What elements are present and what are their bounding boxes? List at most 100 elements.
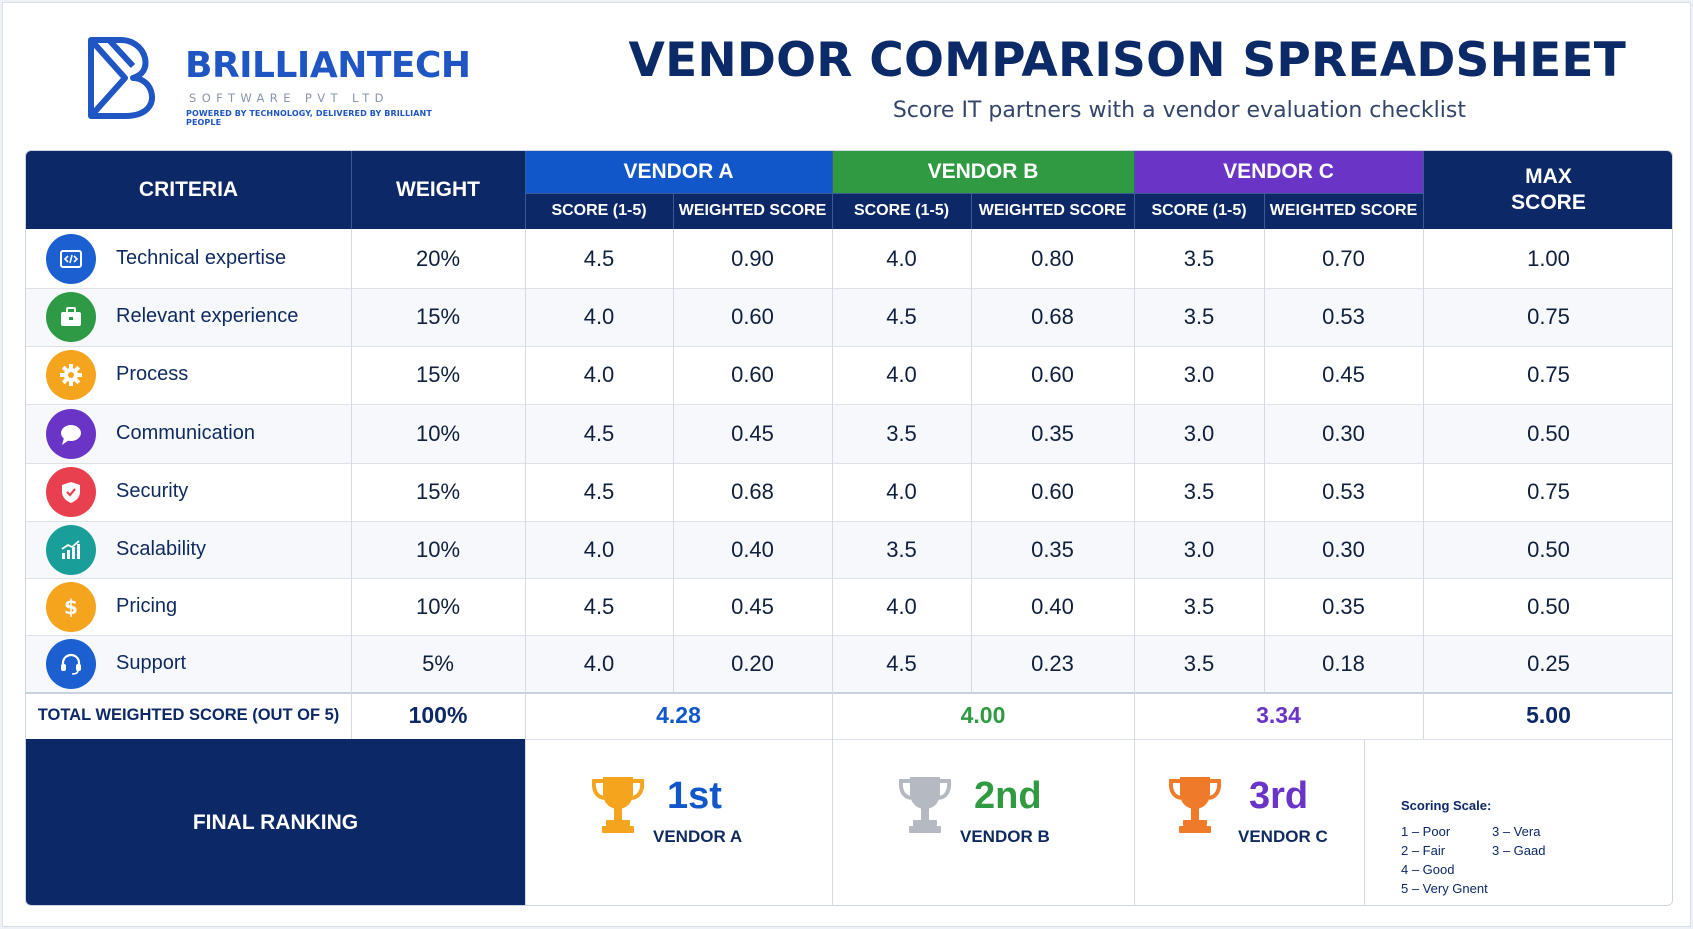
header-vendor-b-weighted: WEIGHTED SCORE [971, 193, 1134, 229]
ranking-place: 3rd [1249, 775, 1309, 817]
cell-c-weighted: 0.35 [1322, 593, 1365, 619]
cell-b-weighted: 0.68 [1031, 304, 1074, 329]
cell-b-score: 4.0 [886, 362, 917, 387]
cell-a-weighted: 0.20 [731, 650, 774, 676]
cell-c-score: 3.5 [1183, 479, 1215, 504]
table-row [26, 346, 1672, 404]
scale-item: 5 – Very Gnent [1401, 881, 1488, 896]
total-label: TOTAL WEIGHTED SCORE (OUT OF 5) [37, 706, 340, 724]
cell-c-score: 3.0 [1183, 362, 1215, 387]
cell-a-weighted: 0.60 [731, 362, 774, 387]
criteria-label: Technical expertise [116, 246, 287, 269]
criteria-label: Pricing [116, 594, 178, 617]
cell-a-weighted: 0.60 [731, 304, 774, 329]
total-max: 5.00 [1526, 702, 1571, 728]
scoring-scale-title: Scoring Scale: [1401, 798, 1492, 813]
gold-trophy-icon [587, 771, 649, 841]
cell-weight: 10% [415, 420, 461, 446]
cell-weight: 15% [415, 304, 461, 329]
header-max-line1: MAX [1525, 165, 1572, 188]
dollar-icon: $ [46, 581, 96, 632]
svg-text:$: $ [64, 595, 78, 619]
cell-a-score: 4.0 [583, 650, 615, 676]
cell-max: 0.75 [1527, 304, 1570, 329]
cell-b-score: 4.0 [886, 479, 917, 504]
total-vendor-b: 4.00 [960, 702, 1006, 728]
ranking-place: 1st [667, 775, 722, 817]
cell-max: 1.00 [1527, 245, 1570, 271]
chat-bubble-icon [46, 408, 96, 459]
cell-weight: 15% [415, 479, 461, 504]
header-vendor-b: VENDOR B [832, 151, 1134, 193]
cell-c-score: 3.0 [1183, 420, 1215, 446]
cell-max: 0.50 [1527, 536, 1570, 562]
brand-tagline: POWERED BY TECHNOLOGY, DELIVERED BY BRIL… [186, 109, 432, 127]
silver-trophy-icon [894, 771, 956, 841]
cell-b-weighted: 0.60 [1031, 479, 1074, 504]
criteria-label: Communication [116, 421, 255, 444]
brand-name: BRILLIANTECH [185, 45, 471, 86]
cell-a-weighted: 0.68 [731, 479, 774, 504]
scale-item: 2 – Fair [1401, 843, 1446, 858]
ranking-vendor: VENDOR A [653, 827, 743, 846]
cell-c-weighted: 0.45 [1322, 362, 1365, 387]
cell-a-weighted: 0.40 [731, 536, 774, 562]
header-vendor-a: VENDOR A [525, 151, 832, 193]
brand-subtitle: SOFTWARE PVT LTD [189, 91, 389, 105]
cell-weight: 20% [415, 245, 461, 271]
cell-b-score: 4.0 [886, 245, 917, 271]
total-vendor-a: 4.28 [656, 702, 701, 728]
header-vendor-b-score: SCORE (1-5) [832, 193, 971, 229]
headset-icon [46, 638, 96, 689]
cell-b-weighted: 0.23 [1031, 650, 1074, 676]
table-row [26, 288, 1672, 346]
brilliantech-logo-icon [88, 37, 155, 119]
cell-b-score: 3.5 [886, 420, 917, 446]
cell-b-weighted: 0.60 [1031, 362, 1074, 387]
cell-a-weighted: 0.45 [731, 420, 774, 446]
ranking-vendor: VENDOR B [960, 827, 1050, 846]
cell-a-score: 4.0 [583, 362, 615, 387]
criteria-label: Scalability [116, 537, 207, 560]
bronze-trophy-icon [1164, 771, 1226, 841]
page-subtitle: Score IT partners with a vendor evaluati… [892, 98, 1466, 123]
cell-b-score: 4.5 [886, 304, 917, 329]
cell-c-weighted: 0.53 [1322, 304, 1365, 329]
scale-item: 3 – Gaad [1492, 843, 1546, 858]
cell-weight: 15% [415, 362, 461, 387]
growth-chart-icon [46, 524, 96, 575]
cell-c-weighted: 0.53 [1322, 479, 1365, 504]
cell-b-score: 3.5 [886, 536, 917, 562]
code-icon [46, 233, 96, 284]
cell-a-score: 4.5 [583, 420, 615, 446]
cell-c-score: 3.5 [1183, 593, 1215, 619]
shield-icon [46, 467, 96, 517]
brand-logo: BRILLIANTECH SOFTWARE PVT LTD POWERED BY… [85, 33, 471, 127]
cell-weight: 10% [415, 536, 461, 562]
criteria-label: Security [116, 480, 189, 502]
cell-a-score: 4.0 [583, 304, 615, 329]
briefcase-icon [46, 292, 96, 342]
cell-weight: 5% [422, 650, 454, 676]
cell-b-weighted: 0.35 [1031, 536, 1074, 562]
total-weight: 100% [408, 702, 468, 728]
cell-max: 0.75 [1527, 362, 1570, 387]
scale-item: 4 – Good [1401, 862, 1455, 877]
cell-b-weighted: 0.35 [1031, 420, 1074, 446]
gear-icon [46, 350, 96, 400]
table-row [26, 578, 1672, 635]
scale-item: 3 – Vera [1492, 824, 1541, 839]
cell-c-weighted: 0.18 [1322, 650, 1365, 676]
scale-item: 1 – Poor [1401, 824, 1451, 839]
cell-max: 0.25 [1527, 650, 1570, 676]
cell-weight: 10% [415, 593, 461, 619]
cell-b-weighted: 0.80 [1031, 245, 1074, 271]
cell-c-score: 3.5 [1183, 304, 1215, 329]
table-row [26, 463, 1672, 521]
cell-b-score: 4.5 [886, 650, 917, 676]
criteria-label: Support [116, 651, 187, 674]
ranking-cell: 3rd VENDOR C [1134, 739, 1364, 905]
cell-c-score: 3.0 [1183, 536, 1215, 562]
ranking-cell: 1st VENDOR A [525, 739, 832, 905]
